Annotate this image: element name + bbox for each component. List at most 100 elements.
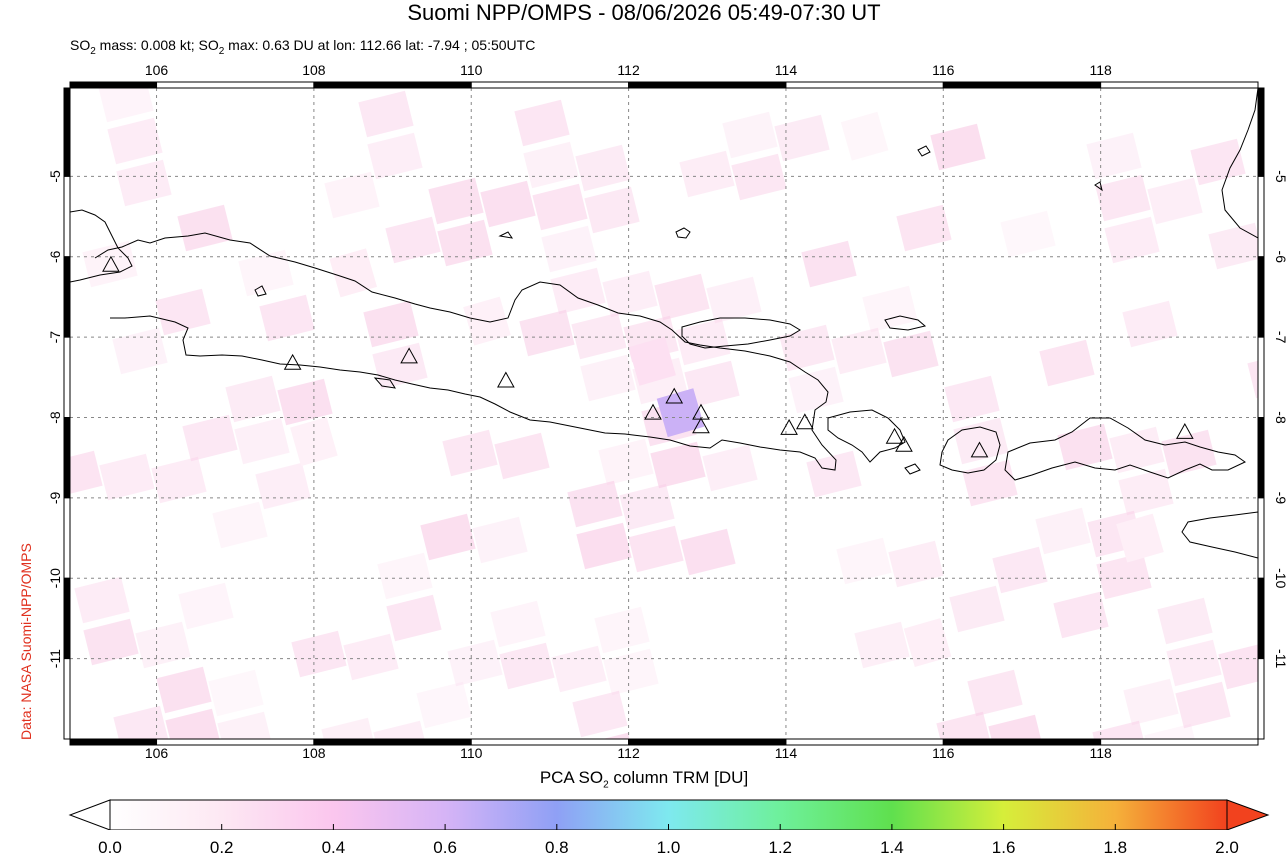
colorbar-tick-label: 0.0 <box>98 838 122 857</box>
colorbar-tick-label: 0.8 <box>544 838 569 857</box>
lat-tick-label: -10 <box>47 568 63 588</box>
colorbar-max-arrow <box>1226 799 1270 830</box>
background-pixel <box>83 618 139 666</box>
frame-segment <box>1257 577 1265 660</box>
frame-segment <box>470 81 630 89</box>
lon-tick-label: 112 <box>617 62 640 78</box>
background-pixel <box>1161 429 1217 477</box>
background-pixel <box>1123 678 1179 726</box>
background-pixel <box>654 273 710 321</box>
volcano-icon <box>644 403 662 420</box>
lombok-coastline <box>939 426 1001 474</box>
sumbawa-coastline <box>1004 417 1246 481</box>
colorbar-tick-label: 2.0 <box>1215 838 1239 857</box>
background-pixel <box>598 438 654 486</box>
background-pixel <box>74 576 130 624</box>
colorbar-tick-label: 1.2 <box>768 838 793 857</box>
frame-segment <box>785 738 944 746</box>
frame-segment <box>1257 336 1265 419</box>
background-pixel <box>1092 720 1148 739</box>
colorbar-tick-label: 1.4 <box>880 838 904 857</box>
background-pixel <box>177 204 233 252</box>
lon-tick-label: 114 <box>775 745 798 760</box>
background-pixel <box>135 621 191 669</box>
frame-segment <box>63 175 71 258</box>
frame-segment <box>942 738 1102 746</box>
background-pixel <box>702 444 758 492</box>
frame-segment <box>1257 87 1265 177</box>
volcano-icon <box>102 255 120 272</box>
lon-tick-label: 118 <box>1089 745 1112 760</box>
map-frame <box>63 81 1265 746</box>
background-pixel <box>650 441 706 489</box>
background-pixel <box>731 153 787 201</box>
background-pixel <box>343 633 399 681</box>
graticule <box>70 88 1258 739</box>
background-pixel <box>1144 723 1200 739</box>
lon-tick-label: 106 <box>145 745 169 760</box>
background-pixel <box>603 648 659 696</box>
so2-pixel-layer <box>290 111 1164 668</box>
background-pixel <box>447 639 503 687</box>
frame-segment <box>1257 497 1265 579</box>
frame-segment <box>69 738 158 746</box>
background-pixel <box>1261 604 1288 651</box>
background-pixel <box>580 354 636 402</box>
background-pixel <box>428 177 484 225</box>
lon-tick-label: 110 <box>460 62 483 78</box>
frame-segment <box>63 256 71 338</box>
background-pixel <box>151 456 207 504</box>
background-pixel <box>854 621 910 669</box>
so2-pixel <box>656 388 705 438</box>
so2-pixel <box>840 111 889 161</box>
frame-segment <box>628 738 787 746</box>
background-pixel <box>1104 216 1160 264</box>
lon-tick-label: 108 <box>302 745 326 760</box>
background-pixel <box>358 90 414 138</box>
lat-tick-label: -11 <box>47 649 63 668</box>
background-pixel <box>107 117 163 165</box>
background-pixel <box>862 285 918 333</box>
frame-segment <box>470 738 630 746</box>
background-pixel <box>779 324 835 372</box>
background-pixel <box>571 312 627 360</box>
background-pixel <box>572 690 628 738</box>
lat-tick-label: -9 <box>1273 492 1288 505</box>
frame-segment <box>63 577 71 660</box>
background-pixel <box>896 204 952 252</box>
background-pixel <box>385 216 441 264</box>
background-pixel <box>680 528 736 576</box>
frame-segment <box>1257 175 1265 258</box>
karimunjawa-coastline <box>498 231 514 239</box>
subtitle-prefix: SO <box>70 37 91 53</box>
map-panel: 106 106 108 108 110 110 112 112 114 114 116 116 118 1… <box>47 62 1288 760</box>
lon-tick-label: 106 <box>145 62 169 78</box>
lon-tick-label: 112 <box>617 745 640 760</box>
background-pixel <box>519 309 575 357</box>
so2-summary: SO2 mass: 0.008 kt; SO2 max: 0.63 DU at … <box>70 36 535 61</box>
background-pixel <box>888 540 944 588</box>
colorbar-label-sub: 2 <box>603 779 609 791</box>
background-pixel <box>988 714 1044 739</box>
background-pixel <box>1218 642 1258 690</box>
background-pixel <box>377 552 433 600</box>
colorbar-tick-label: 1.6 <box>991 838 1016 857</box>
frame-segment <box>63 417 71 499</box>
background-pixel <box>806 450 862 498</box>
colorbar-tick-label: 0.6 <box>433 838 457 857</box>
background-pixel <box>930 123 986 171</box>
volcano-icon <box>400 347 418 364</box>
frame-segment <box>1257 417 1265 499</box>
background-pixel <box>936 711 992 739</box>
background-pixel <box>567 480 623 528</box>
background-pixel <box>789 745 844 760</box>
axis-tick-labels: 106 106 108 108 110 110 112 112 114 114 116 116 118 1… <box>47 62 1288 760</box>
background-pixel <box>155 288 211 336</box>
background-pixel <box>788 366 844 414</box>
kangean-coastline <box>884 315 927 331</box>
volcano-icon <box>497 371 515 388</box>
background-pixel <box>992 546 1048 594</box>
background-pixel <box>514 99 570 147</box>
lat-tick-label: -8 <box>47 411 63 424</box>
background-pixel <box>324 171 380 219</box>
